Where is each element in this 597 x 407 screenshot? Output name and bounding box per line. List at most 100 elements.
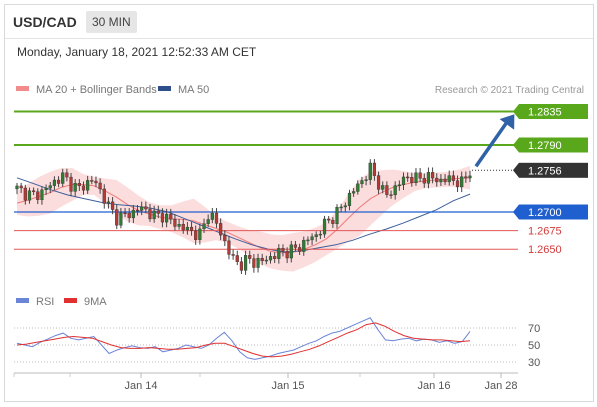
candle-body <box>443 178 447 183</box>
candle <box>77 179 81 191</box>
candle-body <box>252 258 256 268</box>
candle-body <box>268 256 273 261</box>
level-labels: 1.2835 1.2790 1.2756 1.2700 1.2675 1.2650 <box>513 104 588 256</box>
projection <box>474 114 515 168</box>
candle-body <box>32 190 36 192</box>
candle <box>19 182 23 193</box>
candle-body <box>360 180 364 185</box>
candle <box>360 176 364 188</box>
candle <box>94 176 98 188</box>
candle <box>339 203 343 213</box>
candle-body <box>447 175 451 183</box>
candle-body <box>98 182 102 190</box>
candle-body <box>86 180 90 191</box>
candle-body <box>115 209 119 226</box>
candle <box>435 173 439 187</box>
candle-body <box>119 212 123 226</box>
candle-body <box>414 172 418 183</box>
candle-body <box>322 218 327 235</box>
candle-body <box>468 175 472 179</box>
candle <box>368 159 372 185</box>
candle <box>376 171 381 195</box>
ma9-legend-label: 9MA <box>84 296 107 308</box>
candle <box>372 159 377 181</box>
candle <box>73 179 77 197</box>
candle-body <box>214 212 219 224</box>
candle-body <box>48 185 52 189</box>
candle-body <box>335 207 339 224</box>
candle-body <box>248 255 252 259</box>
candle <box>169 208 173 225</box>
candle <box>32 187 36 196</box>
candle-body <box>165 213 169 223</box>
candle-body <box>273 256 277 259</box>
candle <box>202 218 206 233</box>
candle-body <box>65 172 69 178</box>
candle <box>152 205 156 223</box>
candle-body <box>397 184 401 187</box>
candle-body <box>347 192 352 206</box>
resistance-label-2-bg <box>519 137 588 153</box>
candle <box>160 208 165 228</box>
candle-body <box>19 185 23 189</box>
candle <box>189 221 194 236</box>
candle <box>239 257 244 274</box>
candle <box>289 240 293 263</box>
candle-body <box>385 185 389 195</box>
ma9-legend-swatch <box>64 298 77 303</box>
candle <box>331 217 335 228</box>
ma20-legend-label: MA 20 + Bollinger Bands <box>36 84 157 96</box>
candle <box>90 175 94 185</box>
candle-body <box>314 234 318 237</box>
candle-body <box>223 234 227 242</box>
candle <box>464 171 468 183</box>
candle <box>243 250 248 275</box>
candle-body <box>40 189 44 200</box>
candle <box>356 180 360 195</box>
candle <box>460 171 464 193</box>
candle <box>264 255 268 265</box>
candle-body <box>298 247 302 252</box>
candle-body <box>302 239 306 252</box>
candle <box>455 175 460 192</box>
candle <box>393 181 397 200</box>
candle <box>397 180 401 191</box>
candle-body <box>356 183 360 192</box>
candle <box>410 172 414 187</box>
candle-body <box>430 172 435 179</box>
candle <box>281 244 285 257</box>
candle-body <box>393 185 397 196</box>
candle-body <box>306 239 310 242</box>
candle-body <box>231 254 235 256</box>
candle-body <box>140 206 144 211</box>
candle-body <box>239 261 244 271</box>
candle-body <box>127 212 131 219</box>
candle <box>219 218 223 241</box>
candle-body <box>310 236 314 241</box>
projection-arrow-head <box>499 114 515 130</box>
candle <box>318 230 322 240</box>
candle-body <box>135 209 140 212</box>
candle-body <box>185 226 189 231</box>
time-axis-ticks: Jan 14 Jan 15 Jan 16 Jan 28 <box>13 373 518 392</box>
candle <box>23 184 27 205</box>
timeframe-button[interactable]: 30 MIN <box>86 11 137 33</box>
current-price-label: 1.2756 <box>528 165 562 177</box>
rsi-legend-label: RSI <box>36 296 54 308</box>
candle-body <box>327 218 331 221</box>
candle-body <box>81 185 86 191</box>
price-levels <box>14 110 518 250</box>
chart-header: USD/CAD 30 MIN <box>5 5 593 39</box>
candle-body <box>15 185 19 190</box>
candle <box>119 207 123 229</box>
candle <box>44 184 48 196</box>
candle-body <box>318 233 322 236</box>
candle-body <box>256 257 260 268</box>
candle <box>302 236 306 256</box>
candle-body <box>189 226 194 231</box>
rsi-ma9-line <box>16 322 471 358</box>
support-label-1-pointer <box>513 204 519 220</box>
rsi-level-label: 50 <box>528 340 540 352</box>
candle <box>252 254 256 273</box>
